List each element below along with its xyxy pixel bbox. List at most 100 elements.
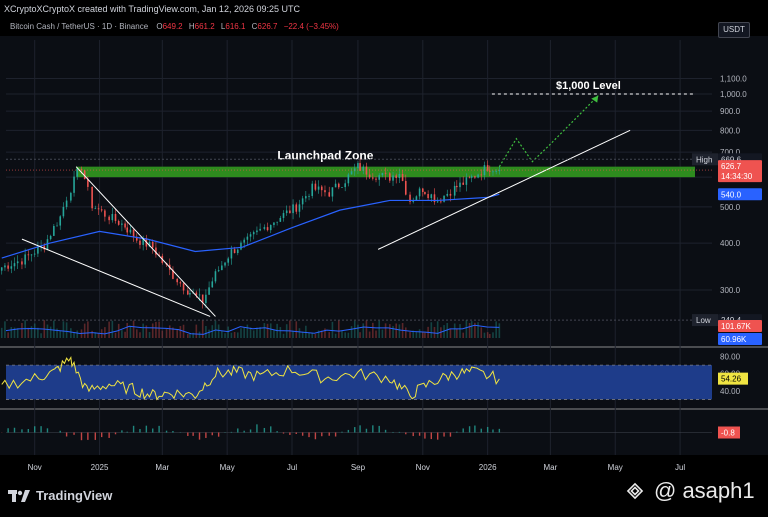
- macd-histogram-bar: [462, 428, 464, 433]
- projection-path: [498, 95, 599, 167]
- macd-histogram-bar: [456, 431, 458, 433]
- y-tick-label: 900.0: [720, 107, 741, 116]
- volume-bar: [453, 323, 456, 338]
- candle-body: [198, 294, 201, 296]
- volume-bar: [165, 329, 168, 338]
- volume-bar: [135, 329, 138, 338]
- volume-bar: [59, 330, 62, 338]
- candle-body: [176, 278, 178, 283]
- candle-body: [111, 213, 114, 221]
- last-price-label-countdown: 14:34:30: [721, 172, 753, 181]
- candle-body: [317, 186, 320, 190]
- volume-label: 101.67K: [721, 322, 751, 331]
- volume-bar: [415, 331, 418, 338]
- candle-body: [224, 262, 226, 266]
- volume-bar: [87, 321, 89, 338]
- currency-button[interactable]: USDT: [718, 22, 750, 38]
- macd-histogram-bar: [308, 432, 310, 438]
- macd-value-bg: [718, 426, 740, 439]
- y-tick-label: 1,100.0: [720, 74, 747, 83]
- candle-body: [94, 208, 97, 210]
- volume-bar: [16, 328, 19, 338]
- macd-histogram-bar: [198, 432, 201, 440]
- volume-bar: [359, 332, 361, 338]
- rsi-tick-label: 80.00: [720, 353, 741, 362]
- macd-histogram-bar: [449, 432, 452, 437]
- volume-bar: [337, 320, 340, 338]
- volume-bar: [492, 332, 494, 338]
- volume-bar: [132, 320, 135, 338]
- candle-body: [477, 174, 479, 178]
- volume-bar: [308, 332, 310, 338]
- volume-bar: [161, 330, 164, 338]
- volume-bar: [418, 329, 421, 338]
- volume-bar: [145, 325, 148, 338]
- rsi-tick-label: 40.00: [720, 387, 741, 396]
- binance-diamond-icon: [626, 482, 644, 500]
- volume-bar: [201, 320, 204, 338]
- candle-body: [449, 193, 452, 196]
- candle-body: [16, 261, 19, 264]
- macd-histogram-bar: [7, 428, 9, 433]
- candle-body: [372, 177, 374, 179]
- candle-body: [27, 254, 30, 256]
- volume-bar: [192, 332, 194, 338]
- volume-ma-label: 60.96K: [721, 335, 747, 344]
- ma-value-label-bg: [718, 188, 762, 201]
- candle-body: [211, 281, 214, 288]
- volume-bar: [176, 329, 178, 338]
- volume-bar: [470, 321, 473, 338]
- volume-bar: [37, 327, 39, 338]
- tradingview-logo[interactable]: TradingView: [8, 488, 112, 503]
- volume-bar: [142, 323, 144, 338]
- candle-body: [76, 169, 79, 177]
- candle-body: [83, 170, 86, 180]
- candle-body: [456, 185, 458, 188]
- candle-body: [205, 294, 207, 303]
- candle-body: [91, 186, 93, 209]
- candle-body: [214, 271, 217, 282]
- candle-body: [433, 194, 436, 203]
- symbol-line: Bitcoin Cash / TetherUS · 1D · Binance O…: [10, 22, 339, 31]
- volume-bar: [13, 327, 16, 338]
- volume-bar: [70, 328, 72, 338]
- macd-histogram-bar: [295, 432, 297, 434]
- volume-bar: [198, 331, 201, 338]
- volume-bar: [368, 331, 371, 338]
- macd-histogram-bar: [270, 426, 272, 433]
- volume-bar: [292, 330, 294, 338]
- candle-body: [179, 282, 182, 284]
- candle-body: [182, 283, 185, 291]
- volume-bar: [334, 333, 337, 338]
- volume-bar: [189, 333, 191, 338]
- macd-histogram-bar: [21, 429, 23, 433]
- candle-body: [378, 175, 381, 180]
- volume-bar: [76, 330, 79, 338]
- candle-body: [483, 165, 486, 176]
- volume-bar: [21, 322, 23, 338]
- volume-bar: [121, 330, 123, 338]
- candle-body: [142, 238, 144, 245]
- rsi-band: [6, 365, 712, 400]
- volume-bar: [111, 320, 114, 338]
- candle-body: [189, 293, 191, 295]
- candle-body: [305, 196, 307, 199]
- macd-histogram-bar: [114, 432, 117, 435]
- volume-bar: [362, 323, 365, 338]
- macd-histogram-bar: [314, 432, 317, 440]
- candle-body: [135, 237, 138, 241]
- volume-bar: [236, 332, 239, 338]
- candle-body: [492, 171, 494, 173]
- candle-body: [404, 180, 407, 195]
- ohlc-low: L616.1: [220, 22, 246, 31]
- volume-bar: [243, 327, 245, 338]
- candle-body: [362, 166, 365, 171]
- candle-body: [430, 194, 433, 199]
- macd-histogram-bar: [276, 431, 278, 433]
- volume-bar: [27, 327, 30, 338]
- volume-bar: [252, 330, 255, 338]
- volume-bar: [474, 322, 476, 338]
- macd-histogram-bar: [354, 427, 356, 433]
- candle-body: [148, 241, 151, 247]
